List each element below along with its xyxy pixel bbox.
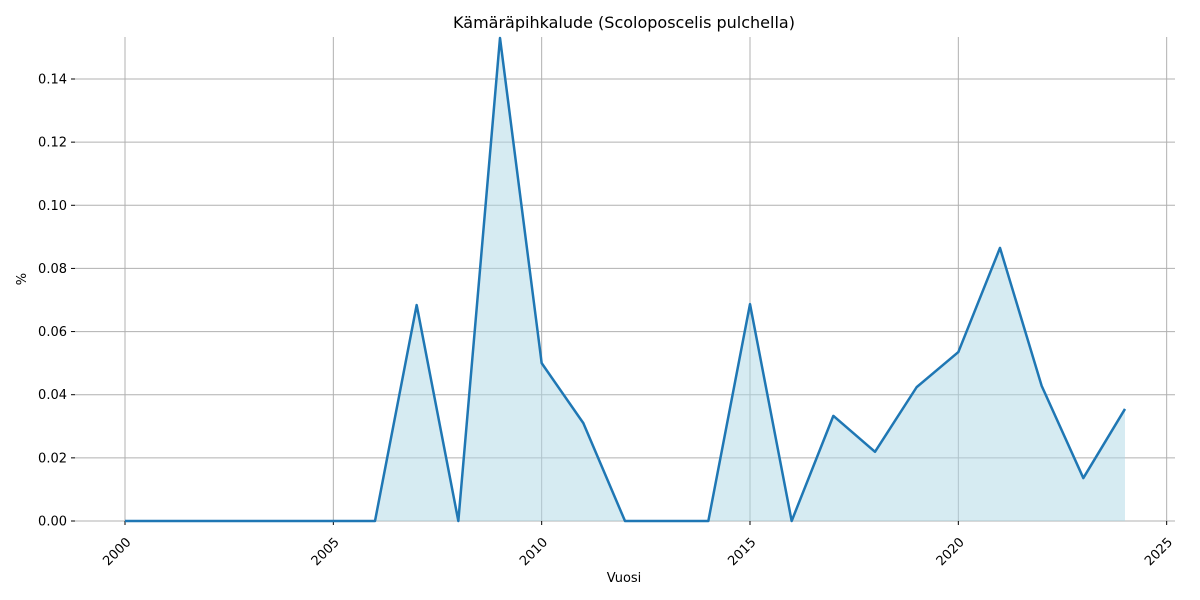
y-axis-label: % bbox=[15, 273, 30, 285]
x-axis-label: Vuosi bbox=[607, 571, 642, 586]
y-tick-label: 0.06 bbox=[38, 325, 67, 340]
x-tick-label: 2000 bbox=[100, 535, 134, 569]
chart-title: Kämäräpihkalude (Scoloposcelis pulchella… bbox=[453, 13, 795, 32]
x-tick-label: 2015 bbox=[725, 535, 759, 569]
y-tick-label: 0.12 bbox=[38, 136, 67, 151]
x-tick-label: 2005 bbox=[309, 535, 343, 569]
x-tick-label: 2010 bbox=[517, 535, 551, 569]
y-tick-label: 0.08 bbox=[38, 262, 67, 277]
y-tick-label: 0.10 bbox=[38, 199, 67, 214]
y-tick-label: 0.02 bbox=[38, 451, 67, 466]
y-tick-label: 0.14 bbox=[38, 72, 67, 87]
x-tick-label: 2020 bbox=[934, 535, 968, 569]
line bbox=[125, 36, 1127, 523]
y-tick-label: 0.00 bbox=[38, 515, 67, 530]
area bbox=[125, 37, 1125, 521]
y-tick-label: 0.04 bbox=[38, 388, 67, 403]
x-tick-label: 2025 bbox=[1142, 535, 1176, 569]
